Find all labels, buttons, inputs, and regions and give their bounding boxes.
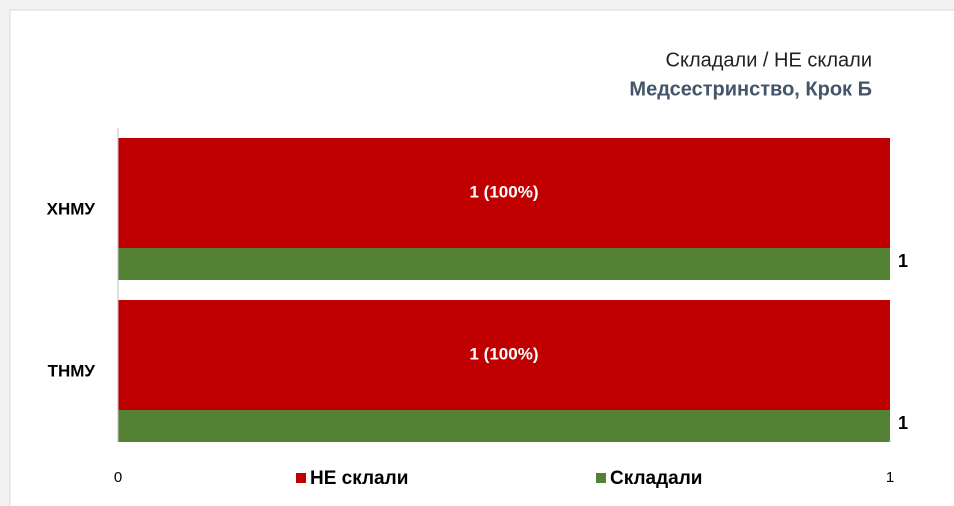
bar [118, 410, 890, 442]
y-tick-label: ХНМУ [47, 199, 96, 218]
x-tick-label: 1 [886, 469, 894, 486]
legend-swatch [596, 473, 606, 483]
data-label: 1 (100%) [470, 344, 539, 363]
data-label: 1 (100%) [470, 182, 539, 201]
bar [118, 300, 890, 410]
x-tick-label: 0 [114, 469, 122, 486]
chart-title: Складали / НЕ склали [666, 49, 872, 71]
y-tick-label: ТНМУ [48, 361, 96, 380]
legend-label: НЕ склали [310, 468, 408, 489]
bar [118, 248, 890, 280]
bar [118, 138, 890, 248]
legend-label: Складали [610, 468, 702, 489]
data-label: 1 [898, 413, 908, 433]
data-label: 1 [898, 251, 908, 271]
legend-swatch [296, 473, 306, 483]
chart-subtitle: Медсестринство, Крок Б [629, 78, 872, 100]
